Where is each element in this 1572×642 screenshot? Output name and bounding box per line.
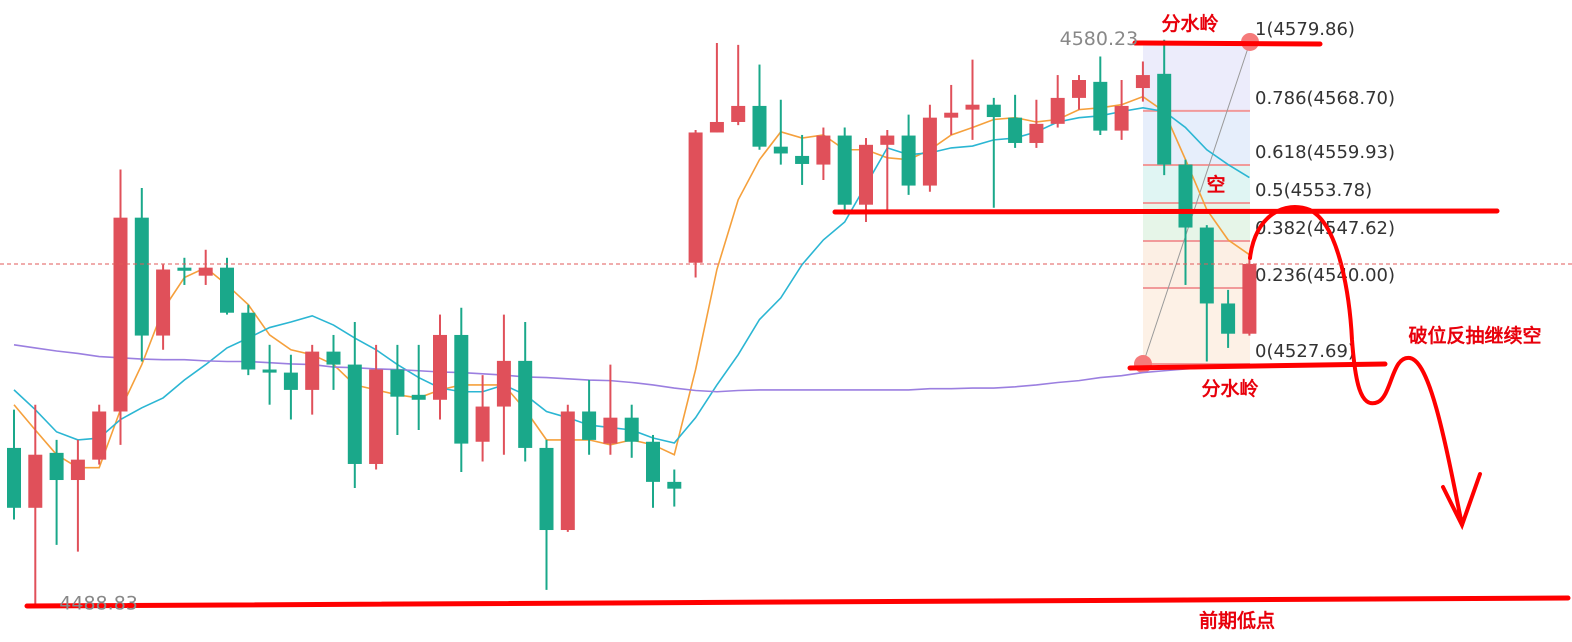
candle-body (646, 441, 660, 482)
candle-body (624, 417, 639, 442)
candle-body (986, 104, 1001, 118)
fib-label: 0(4527.69) (1255, 341, 1355, 362)
candle-body (347, 364, 362, 464)
fib-label: 0.5(4553.78) (1255, 180, 1372, 201)
candle-body (7, 447, 21, 508)
candle-body (113, 217, 128, 412)
candle-body (1157, 73, 1172, 165)
fib-label: 0.382(4547.62) (1255, 218, 1395, 239)
candle-body (390, 369, 405, 397)
candle-body (433, 334, 447, 400)
candle-body (1029, 123, 1044, 143)
drawn-line (24, 595, 1571, 609)
fib-label: 0.786(4568.70) (1255, 88, 1395, 109)
candle-body (1050, 97, 1065, 124)
annotation: 分水岭 (1201, 377, 1258, 400)
candle-body (560, 411, 575, 531)
hand-drawing (24, 40, 1571, 609)
candle-body (28, 454, 43, 508)
candle-body (411, 394, 426, 400)
candle-body (965, 104, 980, 110)
candle-body (816, 135, 831, 165)
fibonacci: 1(4579.86) 0.786(4568.70) 0.618(4559.93) 0.… (1134, 19, 1395, 374)
candle-body (773, 146, 788, 154)
fib-label: 1(4579.86) (1255, 19, 1355, 40)
candle-body (262, 369, 277, 373)
candle-body (156, 269, 171, 336)
candle-body (70, 459, 85, 481)
candle-body (220, 267, 234, 313)
candle-body (859, 144, 873, 205)
candle-body (1242, 263, 1257, 334)
candle-body (1199, 227, 1214, 304)
annotation: 破位反抽继续空 (1408, 324, 1541, 347)
candle-body (709, 121, 724, 133)
candle-body (369, 369, 384, 464)
fib-zone (1143, 202, 1250, 241)
candle-body (837, 135, 852, 205)
ma-line (13, 344, 1250, 393)
candle-body (539, 447, 554, 531)
drawn-line (1132, 40, 1323, 47)
drawn-line (1127, 361, 1388, 371)
candle-body (1221, 303, 1236, 334)
candle-body (752, 105, 767, 147)
drawn-arrow (1248, 205, 1482, 531)
drawn-line (832, 208, 1500, 215)
candle-body (944, 112, 959, 118)
candle-body (1008, 117, 1023, 143)
candle-body (518, 360, 533, 448)
candle-body (582, 411, 597, 440)
candles (7, 39, 1257, 604)
candle-body (603, 417, 618, 444)
high-label: 4580.23 (1060, 28, 1139, 50)
candle-body (880, 135, 895, 145)
annotation: 分水岭 (1161, 12, 1218, 35)
candle-body (688, 132, 703, 263)
candle-body (731, 105, 746, 122)
candle-body (922, 117, 937, 186)
candle-body (496, 360, 511, 407)
annotations: 分水岭 空 破位反抽继续空 分水岭 前期低点 (1161, 12, 1541, 632)
annotation: 空 (1206, 173, 1225, 196)
candle-body (134, 217, 149, 336)
low-label: 4488.83 (59, 592, 138, 614)
candle-body (795, 155, 810, 164)
candle-body (1178, 164, 1193, 228)
fib-label: 0.618(4559.93) (1255, 142, 1395, 163)
fib-trend (1142, 41, 1251, 365)
candle-body (1072, 80, 1086, 98)
candle-body (454, 334, 469, 444)
candle-body (241, 312, 256, 370)
candle-body (326, 351, 341, 365)
candle-body (198, 267, 213, 276)
candle-body (283, 372, 298, 390)
annotation: 前期低点 (1199, 609, 1275, 632)
candle-body (1093, 81, 1108, 131)
candle-body (901, 135, 916, 186)
fib-label: 0.236(4540.00) (1255, 265, 1395, 286)
candle-body (667, 481, 682, 489)
candle-body (92, 411, 107, 460)
candle-body (475, 406, 490, 442)
candle-body (1135, 75, 1150, 89)
candle-body (305, 351, 320, 390)
candle-body (49, 452, 64, 481)
candle-body (1114, 105, 1129, 131)
candle-body (177, 267, 192, 271)
fib-zone (1143, 240, 1250, 289)
